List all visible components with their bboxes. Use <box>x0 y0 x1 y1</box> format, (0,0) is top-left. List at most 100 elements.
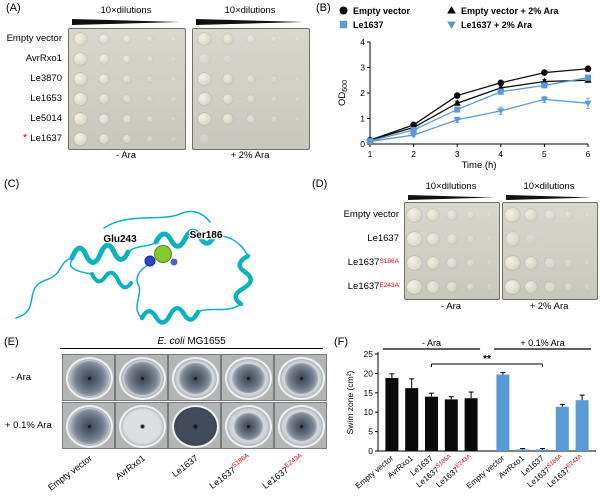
colony-spot <box>147 55 154 63</box>
dilution-gradient-wedge-icon <box>72 19 180 25</box>
colony-spot <box>122 74 132 84</box>
petri-dish <box>119 357 166 400</box>
colony-spot <box>223 54 232 63</box>
colony-spot <box>505 232 520 246</box>
triangle-down-marker-icon <box>447 21 456 29</box>
colony-spot <box>199 134 210 144</box>
ser186-sphere <box>154 245 172 263</box>
colony-spot <box>246 114 256 124</box>
label-text: Le1637 <box>367 232 399 244</box>
colony-spot <box>98 113 110 125</box>
label-text: Le3870 <box>30 72 62 84</box>
swim-zone-bar <box>425 396 438 451</box>
label-text: Le1637 <box>347 256 380 268</box>
label-text: Le1653 <box>30 92 62 104</box>
x-axis-label: Time (h) <box>461 160 496 171</box>
panel-a-label: (A) <box>6 2 21 14</box>
legend-item: Le1637 + 2% Ara <box>446 19 600 30</box>
label-text: Le1637 <box>347 280 380 292</box>
data-point <box>454 106 461 113</box>
colony-spot <box>525 256 538 270</box>
colony-spot <box>427 280 440 294</box>
colony-spot <box>426 256 440 270</box>
colony-spot <box>122 114 132 124</box>
y-axis-label: Swim zone (cm²) <box>345 370 355 434</box>
colony-spot <box>246 34 256 44</box>
colony-spot <box>74 112 87 126</box>
colony-spot <box>147 135 154 142</box>
swim-zone-bar <box>516 449 530 451</box>
panel-b-label: (B) <box>316 2 331 14</box>
colony-spot <box>122 54 132 64</box>
colony-spot <box>447 282 457 292</box>
swim-zone-bar <box>496 374 510 451</box>
colony-spot <box>565 283 573 291</box>
panel-d-label: (D) <box>312 178 328 190</box>
colony-spot <box>486 212 493 218</box>
colony-spot <box>271 116 278 122</box>
strain-row-label: AvrRxo1 <box>0 48 65 68</box>
panel-e-label: (E) <box>4 336 19 348</box>
ecoli-strain-title: E. coli MG1655 <box>60 336 323 349</box>
colony-spot <box>447 234 457 244</box>
inoculation-spot <box>194 425 197 428</box>
colony-spot <box>584 212 591 218</box>
y-tick-label: 5 <box>368 427 373 437</box>
condition-caption: - Ara <box>115 150 137 161</box>
colony-spot <box>295 76 300 82</box>
colony-spot <box>504 207 520 223</box>
colony-spot <box>406 207 422 223</box>
label-text: Le1637 <box>30 132 62 144</box>
legend-item: Le1637 <box>338 19 446 30</box>
colony-spot <box>74 92 87 106</box>
x-tick-label: 6 <box>586 149 591 159</box>
petri-dish-photo <box>221 354 274 401</box>
dilution-gradient-wedge-icon <box>408 195 494 200</box>
colony-spot <box>198 32 211 46</box>
colony-spot <box>171 136 176 142</box>
inoculation-spot <box>141 377 144 380</box>
residue-label-ser186: Ser186 <box>190 230 223 241</box>
inoculation-spot <box>247 425 250 428</box>
colony-spot <box>271 35 278 42</box>
colony-spot <box>545 282 555 292</box>
series-line <box>369 79 589 141</box>
colony-spot <box>565 211 573 219</box>
spot-assay-plate-minus-ara <box>404 202 500 300</box>
swim-zone-bar <box>464 398 478 451</box>
colony-spot <box>486 284 493 290</box>
colony-spot <box>406 231 422 247</box>
petri-dish-photo <box>168 402 221 449</box>
colony-spot <box>147 35 154 43</box>
y-tick-label: 0 <box>368 446 373 456</box>
colony-spot <box>545 210 555 220</box>
colony-spot <box>98 53 109 65</box>
colony-spot <box>74 72 87 86</box>
panel-a-row-labels: Empty vector AvrRxo1 Le3870 Le1653 Le5014 * Le… <box>0 28 65 148</box>
colony-spot <box>545 258 555 268</box>
y-tick-label: 10 <box>364 407 374 417</box>
petri-dish <box>225 357 272 400</box>
data-point <box>541 82 548 89</box>
colony-spot <box>198 72 211 86</box>
colony-spot <box>247 95 255 103</box>
highlight-asterisk: * <box>23 131 28 144</box>
strain-row-label: Empty vector <box>312 202 402 226</box>
swim-zone-bar-chart: 0 5 10 15 20 25 Swim zone (cm²) - Ara + 0.1% Ara… <box>345 338 596 491</box>
colony-spot <box>526 233 537 245</box>
swim-zone-bar <box>444 399 458 451</box>
dilution-header: 10×dilutions <box>224 5 276 16</box>
legend-label: Empty vector <box>353 5 411 16</box>
condition-caption: + 2% Ara <box>230 150 270 161</box>
label-text: Empty vector <box>6 32 62 44</box>
strain-row-label: Empty vector <box>0 28 65 48</box>
colony-spot <box>406 279 422 295</box>
y-tick-label: 4 <box>360 37 365 47</box>
dilution-gradient-wedge-icon <box>506 195 592 200</box>
y-tick-label: 0 <box>360 139 365 149</box>
dilution-header: 10×dilutions <box>425 181 477 192</box>
data-point <box>410 132 418 139</box>
colony-spot <box>565 259 573 267</box>
mutation-superscript: S186A <box>379 257 399 265</box>
